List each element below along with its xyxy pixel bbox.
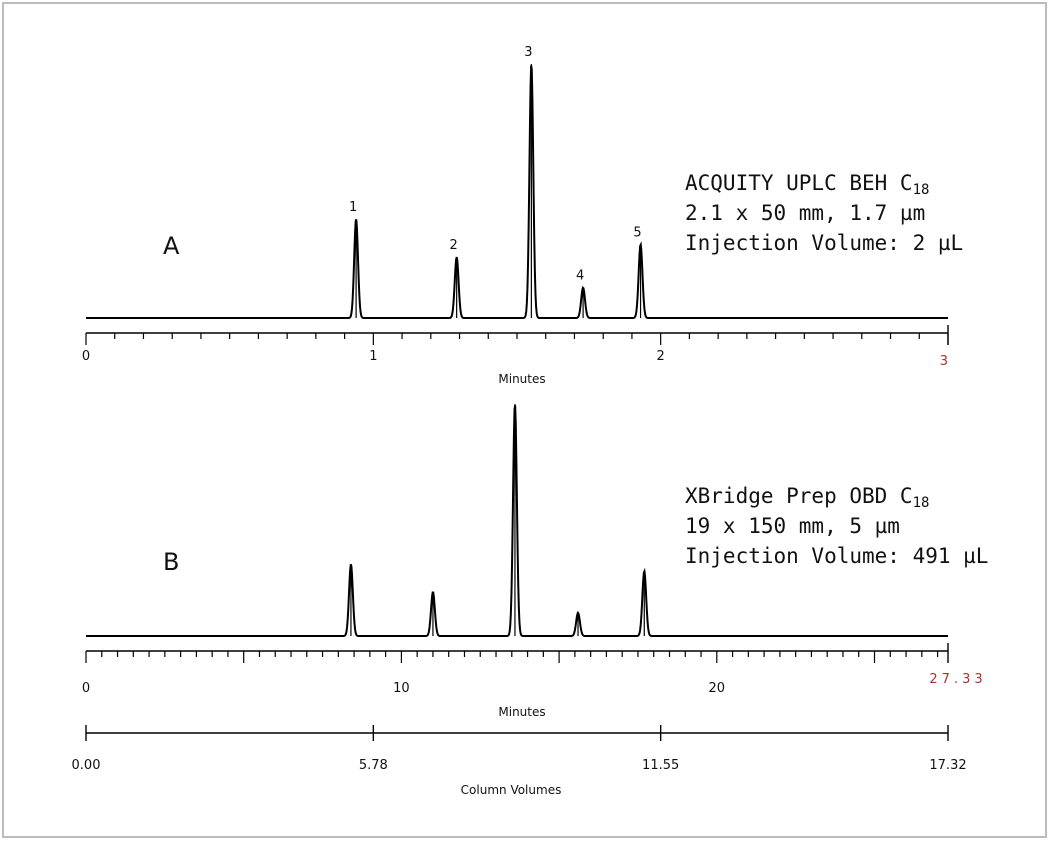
a-tick-label-1: 1 bbox=[369, 349, 377, 364]
cv-tick-label-1: 5.78 bbox=[359, 758, 388, 773]
b-axis-max-label: 27.33 bbox=[929, 672, 986, 687]
column-volume-axis-title: Column Volumes bbox=[461, 783, 562, 797]
panel-a: A ACQUITY UPLC BEH C18 2.1 x 50 mm, 1.7 … bbox=[82, 45, 963, 386]
x-axis-title-b: Minutes bbox=[498, 705, 545, 719]
column-info-b-line2: 19 x 150 mm, 5 µm bbox=[685, 514, 900, 538]
a-peak-label-4: 4 bbox=[576, 269, 584, 284]
b-trace-line bbox=[86, 405, 948, 637]
b-tick-label-0: 0 bbox=[82, 681, 90, 696]
column-info-a-line3: Injection Volume: 2 µL bbox=[685, 231, 963, 255]
a-peak-label-1: 1 bbox=[349, 200, 357, 215]
a-trace-line bbox=[86, 65, 948, 319]
b-tick-label-1: 10 bbox=[393, 681, 410, 696]
column-info-b-line3: Injection Volume: 491 µL bbox=[685, 544, 988, 568]
panel-b: B XBridge Prep OBD C18 19 x 150 mm, 5 µm… bbox=[72, 404, 988, 797]
x-axis-a: 0 1 2 3 bbox=[82, 325, 949, 369]
cv-tick-label-0: 0.00 bbox=[72, 758, 101, 773]
panel-letter-b: B bbox=[163, 548, 179, 576]
panel-letter-a: A bbox=[163, 232, 180, 260]
a-tick-label-0: 0 bbox=[82, 349, 90, 364]
column-info-b-line1: XBridge Prep OBD C18 bbox=[685, 484, 929, 511]
column-volume-axis: 0.00 5.78 11.55 17.32 bbox=[72, 725, 967, 773]
column-info-a: ACQUITY UPLC BEH C18 2.1 x 50 mm, 1.7 µm… bbox=[685, 171, 963, 255]
a-peak-label-3: 3 bbox=[524, 45, 532, 60]
a-tick-label-2: 2 bbox=[657, 349, 665, 364]
x-axis-b: 0 10 20 27.33 bbox=[82, 643, 986, 696]
x-axis-title-a: Minutes bbox=[498, 372, 545, 386]
cv-tick-label-3: 17.32 bbox=[929, 758, 966, 773]
a-peak-label-5: 5 bbox=[633, 225, 641, 240]
column-info-a-line2: 2.1 x 50 mm, 1.7 µm bbox=[685, 201, 925, 225]
b-tick-label-2: 20 bbox=[709, 681, 726, 696]
column-info-b: XBridge Prep OBD C18 19 x 150 mm, 5 µm I… bbox=[685, 484, 988, 568]
column-info-a-line1: ACQUITY UPLC BEH C18 bbox=[685, 171, 929, 198]
a-peak-label-2: 2 bbox=[450, 238, 458, 253]
a-axis-max-label: 3 bbox=[940, 354, 948, 369]
cv-tick-label-2: 11.55 bbox=[642, 758, 679, 773]
